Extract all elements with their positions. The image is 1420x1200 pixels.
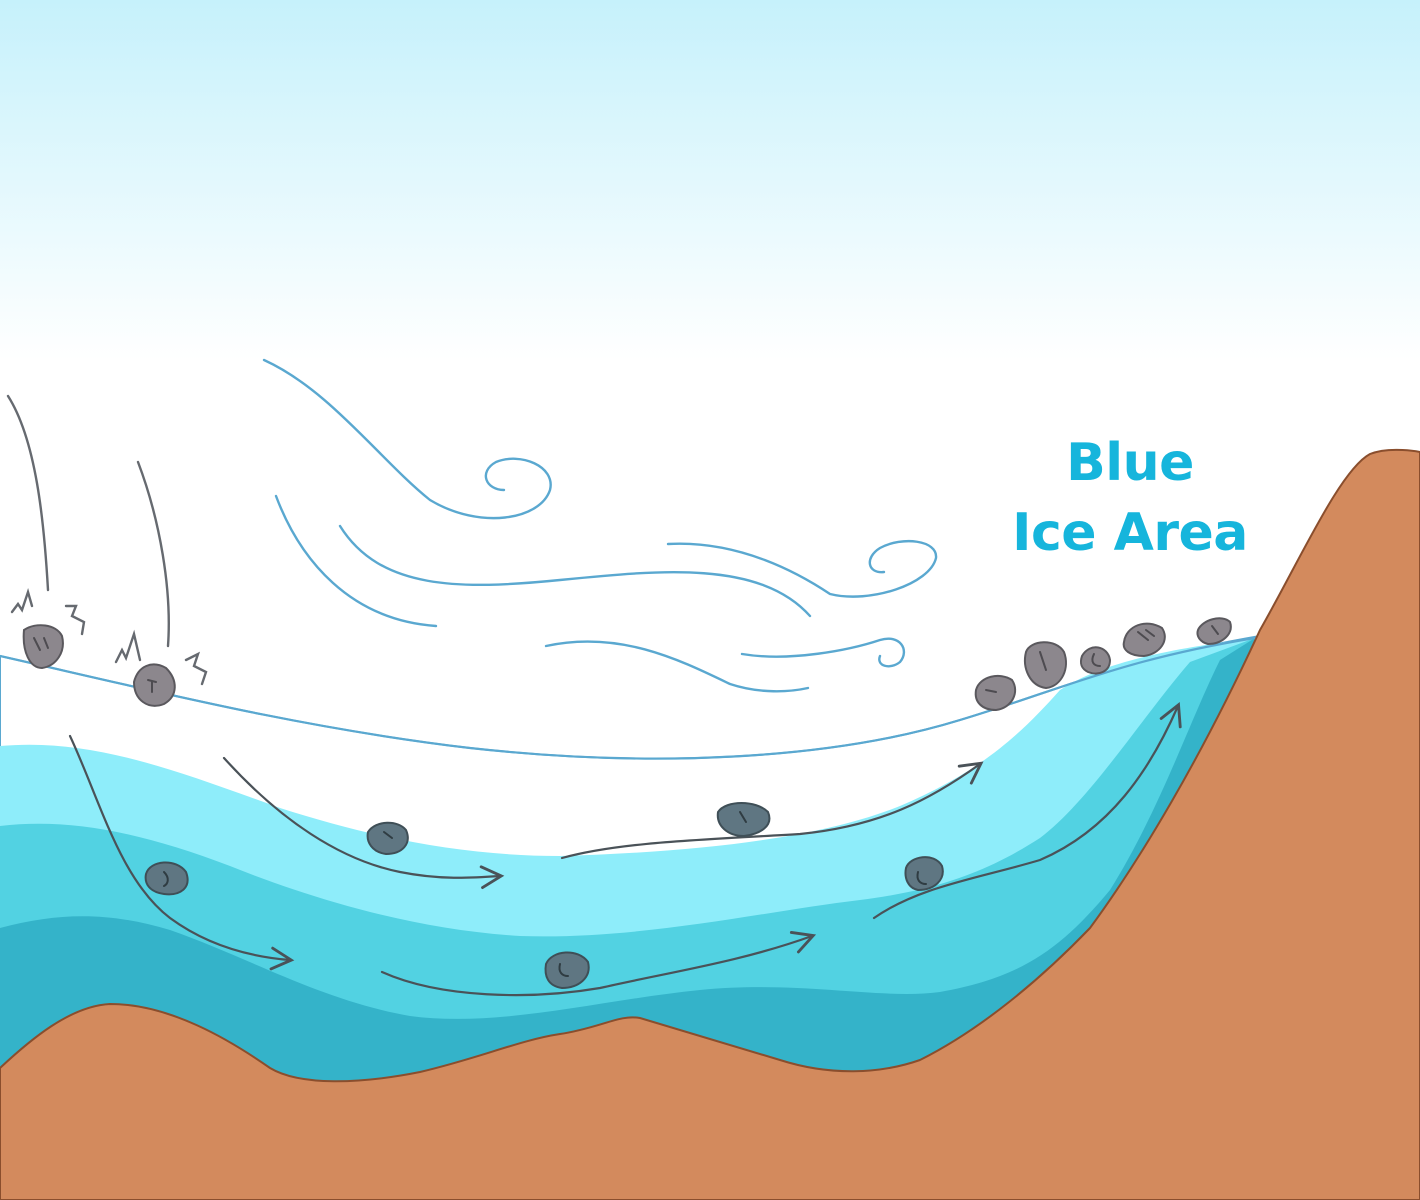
flow-arrow-3 xyxy=(380,930,817,997)
blue-ice-area-label: Blue Ice Area xyxy=(990,428,1270,568)
wind-swirl-1 xyxy=(262,358,552,520)
embedded-rock xyxy=(544,951,590,990)
label-line-1: Blue xyxy=(1066,433,1194,493)
impact-mark-2 xyxy=(64,604,86,636)
exposed-rock xyxy=(1196,617,1232,646)
wind-line-3 xyxy=(338,524,812,618)
wind-swirl-4 xyxy=(666,540,938,598)
surface-rock xyxy=(132,663,176,707)
embedded-rock xyxy=(904,856,944,892)
flow-arrow-1 xyxy=(68,734,295,971)
impact-mark-1 xyxy=(10,587,34,614)
flow-arrow-4 xyxy=(560,761,984,860)
impact-mark-3 xyxy=(114,629,142,664)
surface-rock xyxy=(22,624,64,670)
rocks xyxy=(22,617,1232,990)
exposed-rock xyxy=(1079,646,1112,675)
wind-lines xyxy=(262,358,938,693)
label-line-2: Ice Area xyxy=(1012,503,1248,563)
wind-swirl-6 xyxy=(740,637,906,668)
ice-flow-arrows xyxy=(68,702,1182,997)
impact-mark-4 xyxy=(184,651,208,686)
snowfall-lines xyxy=(6,394,208,686)
exposed-rock xyxy=(1024,641,1067,690)
falling-line-2 xyxy=(136,460,170,648)
embedded-rock xyxy=(144,861,189,896)
falling-line-1 xyxy=(6,394,50,592)
exposed-rock xyxy=(974,674,1017,712)
snow-surface-line xyxy=(0,636,1256,760)
embedded-rock xyxy=(366,821,409,856)
flow-arrow-2 xyxy=(222,756,505,890)
bedrock xyxy=(0,448,1420,1200)
flow-arrow-5 xyxy=(872,702,1182,920)
wind-line-5 xyxy=(544,640,810,693)
exposed-rock xyxy=(1122,622,1166,658)
wind-line-2 xyxy=(274,494,438,628)
embedded-rock xyxy=(716,802,771,838)
